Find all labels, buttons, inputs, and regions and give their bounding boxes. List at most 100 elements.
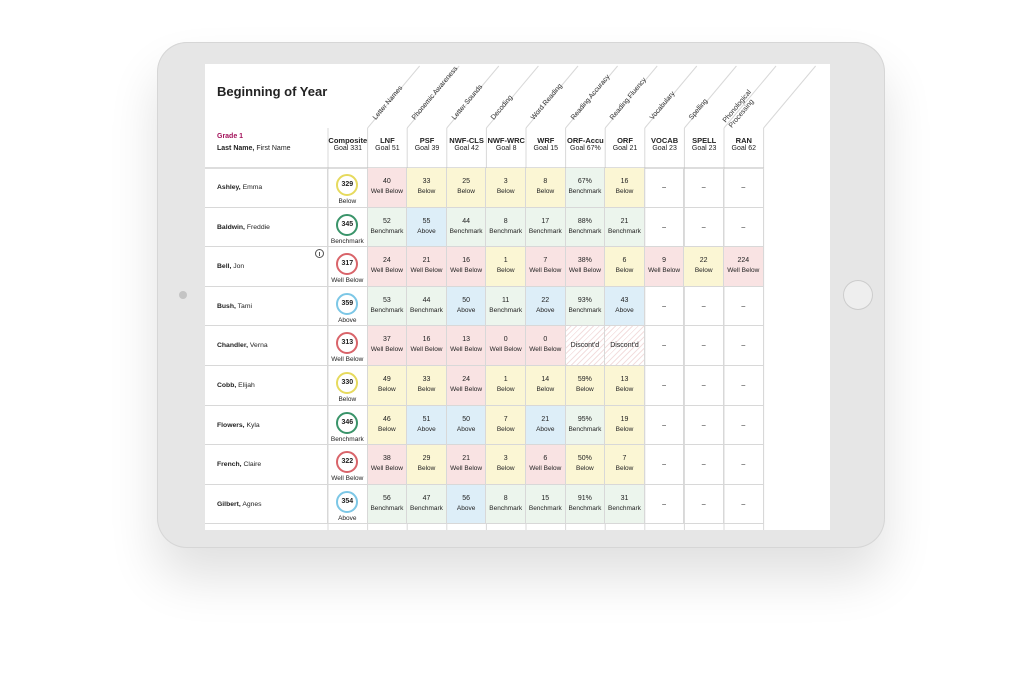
composite-level: Well Below <box>331 356 364 364</box>
column-name: VOCAB <box>651 136 679 145</box>
score-cell: 21 Well Below <box>407 247 447 287</box>
first-name: Freddie <box>246 223 270 231</box>
score-value: – <box>741 382 746 389</box>
info-icon <box>315 249 324 259</box>
score-value: 47 <box>422 494 431 502</box>
column-goal: Goal 39 <box>414 145 440 152</box>
score-level: Below <box>536 386 555 393</box>
column-header: RAN Goal 62 <box>724 136 764 152</box>
score-level: Benchmark <box>370 227 404 235</box>
student-name: Bush, Tami <box>205 286 328 327</box>
score-level: Benchmark <box>370 504 404 512</box>
score-value: 6 <box>622 257 627 265</box>
name-label: Last Name, First Name <box>217 145 291 152</box>
last-name: Flowers, <box>217 421 245 429</box>
score-cell: 8 Below <box>526 168 566 208</box>
score-value: 24 <box>382 257 391 265</box>
score-cell: 46 Below <box>367 405 408 446</box>
composite-level: Well Below <box>331 475 364 483</box>
student-name: Gilbert, Agnes <box>205 484 328 525</box>
score-value: 46 <box>382 415 391 423</box>
rule <box>525 65 579 129</box>
rule <box>604 65 658 129</box>
last-name: Baldwin, <box>217 223 245 231</box>
score-value: 21 <box>422 257 431 265</box>
score-value: 37 <box>382 336 391 344</box>
score-value: 9 <box>662 257 667 265</box>
score-value: 50 <box>462 296 470 304</box>
score-value: – <box>701 302 706 310</box>
composite-cell: 359 Above <box>328 286 368 327</box>
column-name: NWF-WRC <box>487 136 525 145</box>
score-cell: 31 Benchmark <box>605 484 645 525</box>
score-cell: 13 Well Below <box>446 326 487 366</box>
student-name: Ashley, Emma <box>205 168 328 208</box>
composite-score: 322 <box>336 451 359 474</box>
score-value: – <box>741 461 746 469</box>
column-header: ORF Goal 21 <box>605 136 645 152</box>
score-value: – <box>741 342 746 350</box>
score-level: Above <box>456 504 476 512</box>
score-cell: – <box>644 484 685 525</box>
score-level: Well Below <box>410 267 443 275</box>
score-value: 24 <box>462 376 470 383</box>
composite-cell: 329 Below <box>328 168 368 208</box>
column-goal: Goal 51 <box>375 145 400 152</box>
score-level: Benchmark <box>489 306 523 314</box>
score-level: Benchmark <box>568 188 602 195</box>
column-header: VOCAB Goal 23 <box>645 136 685 152</box>
score-cell: – <box>684 326 724 366</box>
rule <box>406 65 460 129</box>
score-level: Benchmark <box>410 504 443 512</box>
column-goal: Goal 42 <box>454 145 479 152</box>
score-value: – <box>741 302 746 310</box>
column-name: ORF-Accu <box>567 136 604 145</box>
score-cell: 21 Above <box>526 405 566 446</box>
score-value: – <box>701 421 706 429</box>
student-name: Baldwin, Freddie <box>205 207 328 248</box>
score-value: 1 <box>503 376 508 383</box>
last-name: Gilbert, <box>217 500 241 508</box>
score-value: 17 <box>541 217 550 225</box>
composite-cell: 346 Benchmark <box>328 405 368 446</box>
score-value: – <box>662 461 667 469</box>
score-level: Well Below <box>370 188 403 195</box>
column-name: WRF <box>537 136 555 145</box>
score-level: Above <box>417 425 436 433</box>
column-name: RAN <box>735 136 752 145</box>
score-cell: – <box>724 207 764 248</box>
score-cell: 8 Benchmark <box>486 207 526 248</box>
score-cell: 88% Benchmark <box>565 207 606 248</box>
rule <box>644 65 698 129</box>
score-level: Well Below <box>529 465 562 473</box>
score-level: Above <box>456 425 476 433</box>
score-level: Benchmark <box>608 504 641 512</box>
score-cell: 11 Benchmark <box>486 286 526 327</box>
column-goal: Goal 8 <box>495 145 517 152</box>
score-value: – <box>701 184 706 191</box>
score-value: Discont'd <box>570 342 600 350</box>
column-goal: Goal 67% <box>570 145 601 152</box>
column-goal: Goal 62 <box>731 145 757 152</box>
column-name: LNF <box>380 136 395 145</box>
score-value: 8 <box>543 178 548 185</box>
rule <box>486 65 539 129</box>
score-cell: 21 Well Below <box>446 445 487 485</box>
score-level: Below <box>615 425 634 433</box>
score-value: – <box>701 382 706 389</box>
score-level: Below <box>536 188 555 195</box>
score-value: 15 <box>541 494 550 502</box>
composite-cell: 330 Below <box>328 366 368 406</box>
score-cell: 56 Benchmark <box>367 484 408 525</box>
score-cell: – <box>644 286 685 327</box>
home-button[interactable] <box>843 280 873 310</box>
column-goal: Goal 21 <box>612 145 638 152</box>
score-value: 6 <box>543 455 548 463</box>
column-header: PSF Goal 39 <box>407 136 447 152</box>
score-cell: 24 Well Below <box>367 247 408 287</box>
composite-score: 345 <box>336 213 359 236</box>
composite-score: 359 <box>336 292 359 315</box>
score-level: Below <box>694 267 713 275</box>
last-name: Ashley, <box>217 184 241 191</box>
composite-level: Below <box>338 198 357 205</box>
